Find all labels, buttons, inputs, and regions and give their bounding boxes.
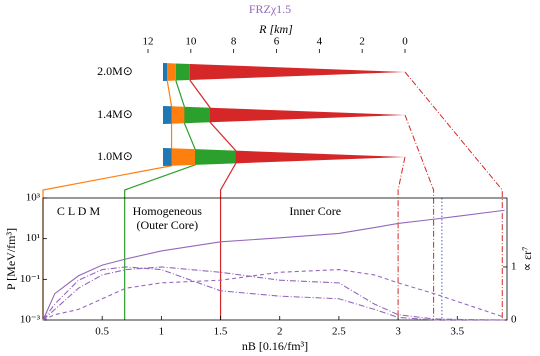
- layer-segment: [162, 105, 172, 125]
- central-density-line: [397, 156, 406, 320]
- r-tick-label: 2: [359, 36, 365, 48]
- r-tick-label: 12: [143, 36, 154, 48]
- layer-segment: [184, 106, 211, 124]
- x-tick-label: 1: [159, 326, 165, 338]
- y-tick-label: 10⁻¹: [20, 273, 40, 285]
- series-line: [42, 269, 505, 321]
- series-line: [42, 209, 505, 321]
- y2-tick-label: 1: [511, 260, 517, 272]
- layer-segment: [162, 62, 168, 82]
- r-tick-label: 10: [185, 36, 197, 48]
- y-tick-label: 10⁻³: [20, 314, 41, 326]
- annotation: C L D M: [57, 204, 101, 218]
- y-tick-label: 10³: [26, 192, 41, 204]
- x-axis-label: nB [0.16/fm³]: [242, 339, 308, 353]
- chart-title: FRZχ1.5: [249, 2, 291, 16]
- star-label: 1.0M⊙: [97, 149, 133, 163]
- y2-axis-label: ∝ εr⁷: [520, 247, 534, 272]
- r-tick-label: 8: [231, 36, 237, 48]
- x-tick-label: 3: [395, 326, 401, 338]
- layer-segment: [162, 147, 172, 167]
- annotation: (Outer Core): [136, 218, 198, 232]
- layer-segment: [167, 63, 176, 81]
- x-tick-label: 2: [277, 326, 283, 338]
- layer-segment: [171, 148, 196, 166]
- x-tick-label: 1.5: [214, 326, 228, 338]
- x-tick-label: 2.5: [332, 326, 346, 338]
- central-density-line: [404, 114, 435, 320]
- r-tick-label: 6: [274, 36, 280, 48]
- r-tick-label: 0: [402, 36, 408, 48]
- layer-segment: [175, 63, 190, 81]
- r-axis-label: R [km]: [258, 22, 293, 36]
- series-line: [42, 266, 505, 321]
- series-line: [42, 266, 505, 321]
- annotation: Homogeneous: [133, 204, 203, 218]
- layer-segment: [210, 107, 405, 123]
- layer-segment: [195, 149, 236, 165]
- y-tick-label: 10¹: [26, 232, 40, 244]
- y2-tick-label: 0: [511, 314, 517, 326]
- layer-segment: [171, 106, 185, 124]
- y-axis-label: P [MeV/fm³]: [4, 228, 18, 290]
- layer-segment: [235, 150, 405, 164]
- plot-frame: [42, 197, 508, 321]
- r-tick-label: 4: [317, 36, 323, 48]
- star-label: 2.0M⊙: [97, 64, 133, 78]
- x-tick-label: 3.5: [450, 326, 464, 338]
- layer-segment: [189, 63, 405, 81]
- annotation: Inner Core: [289, 204, 341, 218]
- star-label: 1.4M⊙: [97, 107, 133, 121]
- central-density-line: [404, 71, 503, 320]
- x-tick-label: 0.5: [95, 326, 109, 338]
